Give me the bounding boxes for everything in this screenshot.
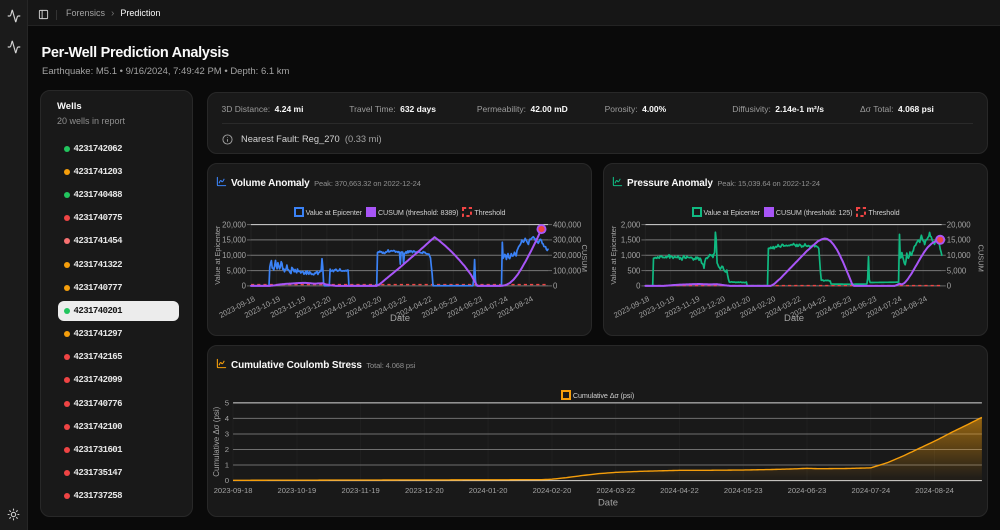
svg-text:2023-09-18: 2023-09-18	[214, 486, 253, 495]
svg-text:Cumulative Δσ (psi): Cumulative Δσ (psi)	[212, 406, 221, 476]
svg-text:2024-05-23: 2024-05-23	[724, 486, 763, 495]
svg-text:Value at Epicenter: Value at Epicenter	[609, 225, 618, 285]
svg-text:5,000: 5,000	[226, 266, 246, 275]
svg-text:2023-12-20: 2023-12-20	[405, 486, 444, 495]
svg-text:Value at Epicenter: Value at Epicenter	[213, 225, 222, 285]
svg-text:15,000: 15,000	[947, 236, 971, 245]
svg-text:4: 4	[225, 414, 230, 423]
svg-text:2: 2	[225, 445, 229, 454]
svg-text:2024-06-23: 2024-06-23	[788, 486, 827, 495]
svg-text:15,000: 15,000	[222, 236, 247, 245]
svg-text:500: 500	[627, 266, 641, 275]
svg-text:2024-03-22: 2024-03-22	[596, 486, 635, 495]
svg-text:2,000: 2,000	[621, 220, 641, 229]
svg-text:CUSUM: CUSUM	[580, 244, 589, 272]
svg-text:0: 0	[636, 282, 641, 291]
svg-text:0: 0	[947, 282, 952, 291]
svg-text:CUSUM: CUSUM	[976, 244, 985, 271]
svg-text:20,000: 20,000	[947, 220, 971, 229]
svg-text:0: 0	[553, 282, 558, 291]
svg-text:2024-02-20: 2024-02-20	[533, 486, 572, 495]
svg-text:20,000: 20,000	[222, 220, 247, 229]
svg-text:200,000: 200,000	[553, 251, 582, 260]
svg-text:2023-11-19: 2023-11-19	[342, 486, 380, 495]
svg-text:400,000: 400,000	[553, 220, 582, 229]
svg-text:0: 0	[242, 282, 247, 291]
svg-text:100,000: 100,000	[553, 266, 582, 275]
svg-text:Date: Date	[390, 313, 410, 324]
svg-text:2024-07-24: 2024-07-24	[851, 486, 890, 495]
svg-text:Date: Date	[784, 313, 804, 324]
svg-text:Date: Date	[598, 498, 618, 509]
svg-text:1,000: 1,000	[621, 251, 641, 260]
svg-text:2023-10-19: 2023-10-19	[278, 486, 317, 495]
svg-text:1: 1	[225, 461, 229, 470]
svg-text:2024-08-24: 2024-08-24	[915, 486, 954, 495]
svg-text:5: 5	[225, 398, 229, 407]
svg-text:2024-04-22: 2024-04-22	[660, 486, 699, 495]
svg-text:300,000: 300,000	[553, 236, 582, 245]
svg-text:2024-01-20: 2024-01-20	[469, 486, 508, 495]
svg-text:10,000: 10,000	[222, 251, 247, 260]
svg-text:5,000: 5,000	[947, 266, 967, 275]
svg-text:1,500: 1,500	[621, 236, 641, 245]
svg-text:0: 0	[225, 476, 230, 485]
svg-text:10,000: 10,000	[947, 251, 971, 260]
svg-text:3: 3	[225, 430, 229, 439]
